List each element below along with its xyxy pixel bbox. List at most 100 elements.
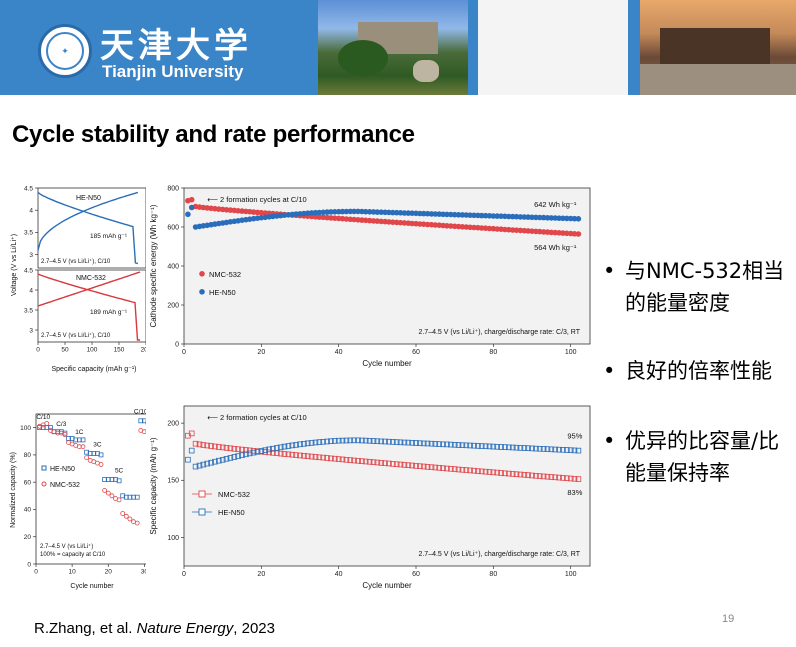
condition-label: 2.7–4.5 V (vs Li/Li⁺), C/10 [41,332,111,339]
data-point [109,477,115,482]
rate-label: 3C [93,441,102,448]
data-point [339,456,346,463]
data-point [227,455,234,461]
data-point [77,444,82,450]
data-point [401,439,408,446]
data-point [366,459,373,465]
data-point [571,447,578,454]
data-point [417,440,423,446]
data-point [413,463,419,469]
data-point [91,451,97,456]
data-point [185,456,191,463]
data-point [506,213,512,220]
legend-label: NMC-532 [209,270,241,279]
x-axis-label: Cycle number [362,581,412,590]
citation-year: , 2023 [233,620,275,637]
x-tick-label: 50 [61,347,69,354]
data-point [455,442,462,448]
data-point [378,460,385,466]
condition-label: 2.7–4.5 V (vs Li/Li⁺) [40,543,93,550]
data-point [80,444,86,450]
data-point [239,452,245,458]
data-point [444,211,450,218]
data-point [548,446,555,453]
data-point [428,440,435,447]
y-tick-label: 200 [167,302,179,309]
data-point [420,210,427,217]
formation-annotation: ⟵ 2 formation cycles at C/10 [207,195,307,204]
data-point [471,212,477,219]
data-point [343,208,350,215]
data-point [382,438,388,445]
data-point [505,470,512,477]
data-point [304,453,311,459]
data-point [552,446,558,453]
data-point [347,437,354,444]
data-point [490,213,497,219]
data-point [355,458,361,464]
data-point [262,447,269,453]
data-point [486,469,493,475]
data-point [196,462,203,469]
bullet-symbol: • [603,259,616,283]
data-point [575,216,582,222]
data-point [521,472,528,478]
data-point [77,437,82,443]
data-point [490,469,497,476]
end-value-label: 83% [567,488,582,497]
y-tick-label: 0 [27,561,31,568]
university-name-en: Tianjin University [102,62,244,81]
data-point [521,445,528,451]
data-point [246,450,253,457]
y-tick-label: 100 [167,535,179,542]
data-point [200,442,207,448]
y-tick-label: 4 [29,287,33,294]
data-point [432,211,439,217]
data-point [517,445,524,451]
data-point [544,446,551,452]
data-point [343,457,350,463]
data-point [235,453,241,459]
data-point [374,209,381,215]
data-point [436,465,442,471]
data-point [459,442,466,448]
data-point [320,439,327,445]
formation-annotation: ⟵ 2 formation cycles at C/10 [207,413,307,422]
x-tick-label: 100 [565,571,577,578]
legend-marker [41,465,47,471]
data-point [339,437,346,444]
bullet-line: 的能量密度 [625,291,730,315]
data-point [397,439,404,446]
bullet-symbol: • [603,359,616,383]
data-point [270,450,276,456]
data-point [463,442,470,449]
data-point [116,497,122,503]
university-seal-icon: ✦ [46,32,84,70]
data-point [219,457,226,463]
x-tick-label: 150 [114,347,125,354]
bullet-line: 与NMC-532相当 [625,259,785,283]
x-tick-label: 60 [412,349,420,356]
data-point [567,447,574,453]
data-point [475,443,481,449]
energy-cycling-chart: 0 20 40 60 80 100 0 200 400 600 800 564 Wh kg⁻¹ 642 … [146,180,598,380]
y-tick-label: 20 [24,534,32,541]
data-point [440,465,446,472]
data-point [235,446,241,452]
data-point [212,443,218,450]
data-point [482,468,489,475]
data-point [362,437,369,444]
data-point [98,452,104,458]
data-point [95,451,100,456]
data-point [328,438,334,444]
data-point [331,455,338,462]
citation-authors: R.Zhang, et al. [34,620,137,637]
data-point [343,437,350,444]
data-point [316,454,323,461]
data-point [463,467,470,473]
data-point [451,466,458,472]
data-point [351,437,357,444]
data-point [212,458,218,465]
data-point [409,440,415,446]
data-point [188,447,195,454]
